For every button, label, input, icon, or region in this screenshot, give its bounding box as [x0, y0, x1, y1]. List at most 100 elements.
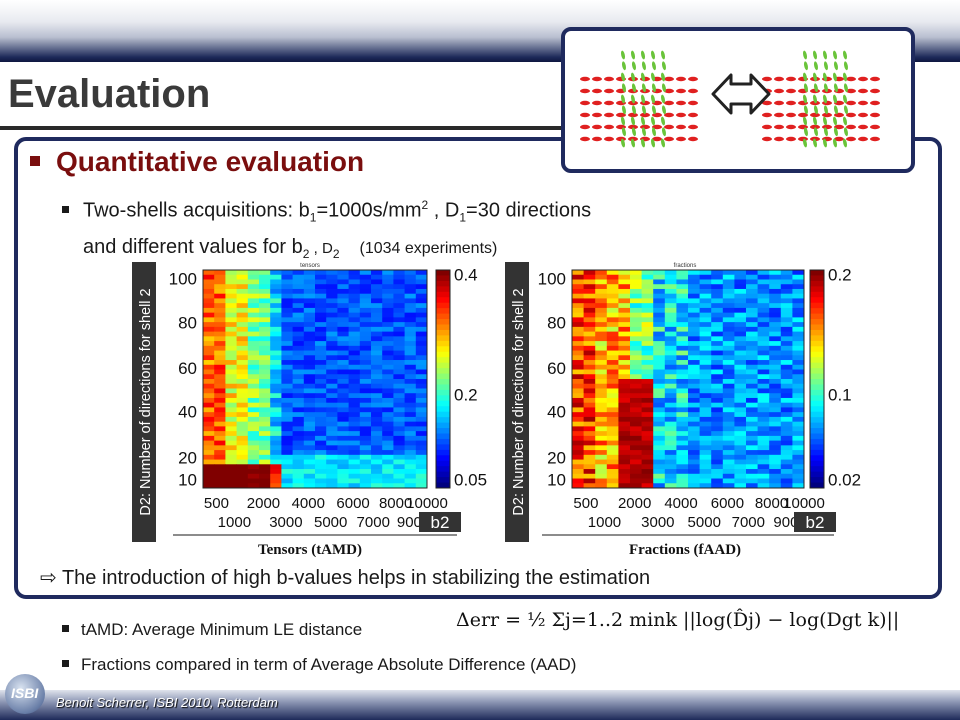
green-fiber-mark: [813, 116, 817, 126]
green-fiber-mark: [661, 94, 665, 104]
red-fiber-mark: [628, 112, 638, 118]
red-fiber-mark: [652, 136, 662, 142]
green-fiber-mark: [631, 61, 636, 71]
fractions-bullet: Fractions compared in term of Average Ab…: [62, 655, 576, 675]
red-fiber-mark: [834, 136, 844, 142]
red-fiber-mark: [676, 88, 686, 94]
green-fiber-mark: [661, 138, 665, 148]
green-fiber-mark: [803, 127, 808, 137]
red-fiber-mark: [592, 136, 602, 142]
section-heading-text: Quantitative evaluation: [56, 146, 365, 177]
red-fiber-mark: [604, 124, 614, 130]
green-fiber-mark: [823, 94, 827, 104]
green-fiber-mark: [631, 50, 635, 60]
green-fiber-mark: [621, 138, 625, 148]
red-fiber-mark: [664, 112, 674, 118]
double-arrow-icon: [711, 73, 771, 115]
green-fiber-mark: [631, 83, 636, 93]
green-fiber-mark: [631, 94, 635, 104]
green-fiber-mark: [621, 61, 626, 71]
green-fiber-mark: [823, 105, 828, 115]
green-fiber-mark: [843, 138, 847, 148]
green-fiber-mark: [661, 127, 666, 137]
green-fiber-mark: [843, 72, 847, 82]
green-fiber-mark: [843, 105, 848, 115]
red-fiber-mark: [846, 88, 856, 94]
fractions-text: Fractions compared in term of Average Ab…: [81, 655, 577, 674]
green-fiber-mark: [813, 50, 817, 60]
green-fiber-mark: [803, 116, 807, 126]
red-fiber-mark: [858, 76, 868, 82]
red-fiber-mark: [774, 124, 784, 130]
red-fiber-mark: [640, 112, 650, 118]
conclusion-line: ⇨ The introduction of high b-values help…: [40, 565, 650, 590]
experiments-note: (1034 experiments): [359, 239, 498, 257]
green-fiber-mark: [843, 94, 847, 104]
green-fiber-mark: [823, 127, 828, 137]
d1-prefix: , D: [428, 199, 460, 222]
red-fiber-mark: [676, 76, 686, 82]
green-fiber-mark: [651, 72, 655, 82]
green-fiber-mark: [621, 72, 625, 82]
red-fiber-mark: [834, 112, 844, 118]
red-fiber-mark: [580, 100, 590, 106]
fiber-crossing-illustration: [561, 27, 915, 173]
isbi-logo: ISBI: [5, 674, 45, 714]
red-fiber-mark: [604, 112, 614, 118]
red-fiber-mark: [798, 136, 808, 142]
right-arrow-icon: ⇨: [40, 567, 62, 589]
red-fiber-mark: [810, 124, 820, 130]
red-fiber-mark: [822, 112, 832, 118]
red-fiber-mark: [604, 76, 614, 82]
red-fiber-mark: [762, 136, 772, 142]
red-fiber-mark: [810, 112, 820, 118]
green-fiber-mark: [833, 50, 837, 60]
red-fiber-mark: [580, 136, 590, 142]
green-fiber-mark: [631, 138, 635, 148]
red-fiber-mark: [846, 112, 856, 118]
green-fiber-mark: [651, 94, 655, 104]
red-fiber-mark: [870, 136, 880, 142]
red-fiber-mark: [846, 136, 856, 142]
green-fiber-mark: [823, 72, 827, 82]
red-fiber-mark: [592, 88, 602, 94]
green-fiber-mark: [641, 83, 646, 93]
unit-superscript: 2: [421, 198, 429, 212]
green-fiber-mark: [641, 94, 645, 104]
green-fiber-mark: [833, 105, 838, 115]
green-fiber-mark: [843, 50, 847, 60]
acquisition-line-1: Two-shells acquisitions: b1=1000s/mm2 , …: [62, 191, 591, 233]
green-fiber-mark: [631, 72, 635, 82]
b2-subscript: 2: [302, 246, 310, 261]
red-fiber-mark: [640, 124, 650, 130]
green-fiber-mark: [641, 61, 646, 71]
red-fiber-mark: [676, 136, 686, 142]
red-fiber-mark: [676, 100, 686, 106]
section-heading: Quantitative evaluation: [30, 146, 364, 178]
green-fiber-mark: [813, 94, 817, 104]
green-fiber-mark: [631, 116, 635, 126]
green-fiber-mark: [833, 94, 837, 104]
red-fiber-mark: [592, 100, 602, 106]
red-fiber-mark: [616, 112, 626, 118]
green-fiber-mark: [813, 83, 818, 93]
green-fiber-mark: [661, 83, 666, 93]
d2-subscript: 2: [332, 246, 340, 261]
bullet-square-icon: [30, 155, 40, 166]
green-fiber-mark: [651, 50, 655, 60]
red-fiber-mark: [628, 124, 638, 130]
error-formula: Δerr = ½ Σj=1..2 mink ||log(D̂j) − log(D…: [456, 609, 900, 631]
green-fiber-mark: [641, 72, 645, 82]
green-fiber-mark: [833, 116, 837, 126]
red-fiber-mark: [676, 112, 686, 118]
green-fiber-mark: [621, 94, 625, 104]
green-fiber-mark: [661, 116, 665, 126]
green-fiber-mark: [651, 138, 655, 148]
tamd-text: tAMD: Average Minimum LE distance: [81, 620, 363, 639]
red-fiber-mark: [664, 124, 674, 130]
green-fiber-mark: [661, 72, 665, 82]
green-fiber-mark: [621, 50, 625, 60]
green-fiber-mark: [803, 138, 807, 148]
green-fiber-mark: [833, 72, 837, 82]
red-fiber-mark: [774, 100, 784, 106]
